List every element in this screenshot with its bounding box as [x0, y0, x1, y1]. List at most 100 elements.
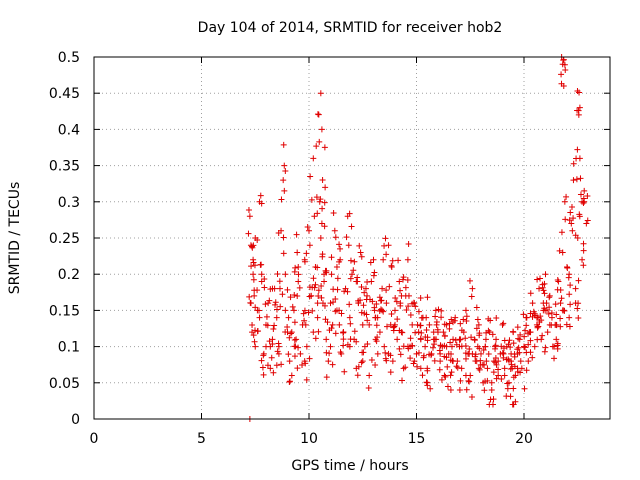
data-point [410, 360, 417, 367]
data-point [424, 294, 431, 301]
data-point [374, 334, 381, 341]
data-point [541, 305, 548, 312]
data-point [402, 284, 409, 291]
y-tick-label: 0.2 [58, 267, 80, 283]
data-point [388, 262, 395, 269]
data-point [382, 355, 389, 362]
data-point [282, 328, 289, 335]
data-point [310, 329, 317, 336]
data-point [580, 200, 587, 207]
data-point [500, 345, 507, 352]
data-point [245, 230, 252, 237]
data-point [315, 328, 322, 335]
data-point [558, 295, 565, 302]
data-point [309, 284, 316, 291]
data-point [400, 365, 407, 372]
data-point [451, 317, 458, 324]
data-point [324, 319, 331, 326]
data-point [291, 291, 298, 298]
data-point [382, 349, 389, 356]
data-point [495, 372, 502, 379]
data-point [266, 338, 273, 345]
data-point [466, 378, 473, 385]
data-point [583, 220, 590, 227]
data-point [407, 355, 414, 362]
data-point [364, 278, 371, 285]
data-point [514, 368, 521, 375]
data-point [384, 323, 391, 330]
data-point [565, 274, 572, 281]
data-point [561, 61, 568, 68]
data-point [358, 309, 365, 316]
data-point [359, 358, 366, 365]
data-point [576, 211, 583, 218]
data-point [576, 104, 583, 111]
data-point [301, 317, 308, 324]
data-point [264, 322, 271, 329]
data-point [316, 138, 323, 145]
data-point [366, 372, 373, 379]
data-point [330, 286, 337, 293]
data-point [476, 330, 483, 337]
data-point [319, 177, 326, 184]
data-point [315, 293, 322, 300]
data-point [450, 336, 457, 343]
data-point [337, 245, 344, 252]
data-point [371, 269, 378, 276]
data-point [463, 386, 470, 393]
data-point [534, 324, 541, 331]
data-point [567, 209, 574, 216]
data-point [482, 336, 489, 343]
data-point [417, 335, 424, 342]
data-point [499, 349, 506, 356]
data-point [535, 323, 542, 330]
data-point [441, 372, 448, 379]
data-point [254, 236, 261, 243]
data-point [530, 308, 537, 315]
data-point [364, 317, 371, 324]
data-point [303, 376, 310, 383]
data-point [399, 276, 406, 283]
data-point [321, 302, 328, 309]
data-point [280, 141, 287, 148]
data-point [468, 334, 475, 341]
data-point [493, 336, 500, 343]
data-point [507, 366, 514, 373]
data-point [415, 308, 422, 315]
data-point [580, 240, 587, 247]
data-point [360, 302, 367, 309]
data-point [507, 344, 514, 351]
data-point [415, 329, 422, 336]
data-point [354, 372, 361, 379]
data-point [306, 242, 313, 249]
data-point [522, 344, 529, 351]
data-point [325, 358, 332, 365]
data-point [270, 369, 277, 376]
data-point [431, 357, 438, 364]
data-point [275, 230, 282, 237]
data-point [577, 191, 584, 198]
data-point [248, 263, 255, 270]
data-point [323, 349, 330, 356]
data-point [341, 368, 348, 375]
data-point [267, 286, 274, 293]
data-point [431, 341, 438, 348]
data-point [402, 364, 409, 371]
data-point [448, 343, 455, 350]
data-point [332, 308, 339, 315]
data-point [346, 301, 353, 308]
data-point [424, 367, 431, 374]
data-point [260, 352, 267, 359]
data-point [539, 332, 546, 339]
data-point [250, 271, 257, 278]
data-point [473, 325, 480, 332]
y-tick-label: 0.1 [58, 340, 80, 356]
x-axis-label: GPS time / hours [291, 458, 408, 474]
data-point [436, 347, 443, 354]
data-point [404, 256, 411, 263]
data-point [349, 271, 355, 278]
data-point [268, 354, 275, 361]
data-point [266, 297, 273, 304]
data-point [438, 314, 445, 321]
